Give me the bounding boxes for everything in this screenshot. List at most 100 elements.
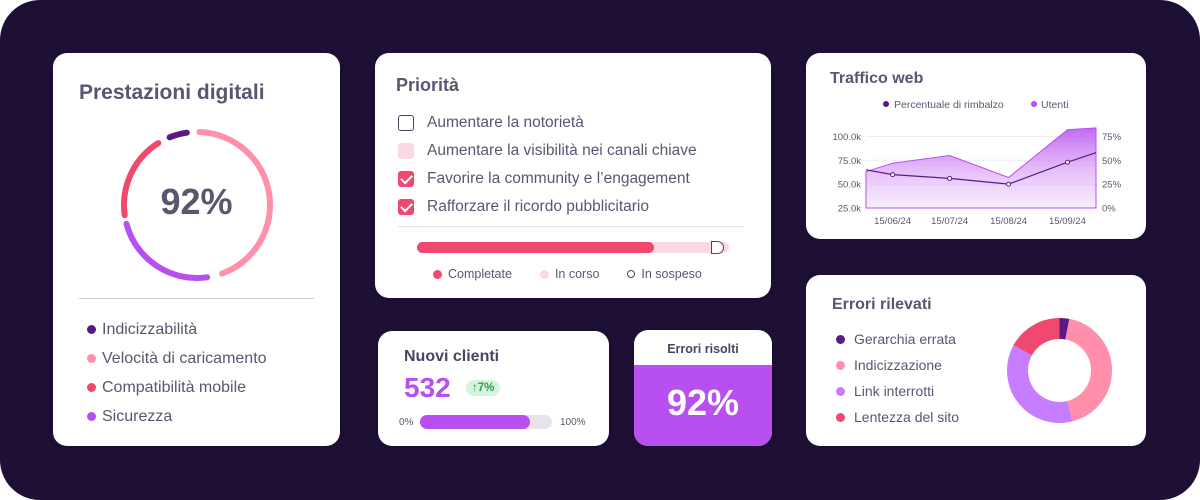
priority-item[interactable]: Aumentare la visibilità nei canali chiav… [398,137,697,165]
legend-label: Velocità di caricamento [102,349,267,367]
bounce-point [1064,159,1070,165]
clients-bar-min-label: 0% [399,417,414,428]
legend-in-progress-label: In corso [554,267,600,281]
priority-label: Rafforzare il ricordo pubblicitario [427,198,649,215]
errors-donut-chart [1007,318,1112,423]
bounce-point [1006,181,1012,187]
y-right-tick-label: 25% [1102,180,1122,191]
legend-completed-label: Completate [448,267,512,281]
performance-legend-item: Sicurezza [87,402,267,431]
x-tick-label: 15/08/24 [990,216,1027,227]
errors-title: Errori rilevati [832,296,932,313]
error-legend-item: Lentezza del sito [836,404,959,430]
x-tick-label: 15/09/24 [1049,216,1086,227]
priorities-list: Aumentare la notorietà Aumentare la visib… [398,109,697,221]
performance-divider [79,298,314,299]
y-left-tick-label: 50.0k [838,180,861,191]
legend-pending: In sospeso [627,267,702,281]
error-donut-slice [1064,318,1112,422]
legend-in-progress: In corso [539,267,600,281]
error-label: Lentezza del sito [854,409,960,425]
performance-legend: Indicizzabilità Velocità di caricamento Co… [87,315,267,431]
error-donut-slice [1007,345,1073,423]
y-left-tick-label: 75.0k [838,156,861,167]
bounce-point [890,172,896,178]
new-clients-card: Nuovi clienti 532 ↑7% 0% 100% [378,331,609,446]
users-legend-dot-icon [1031,101,1037,107]
resolved-value: 92% [634,365,772,446]
performance-percent: 92% [160,181,233,222]
traffic-card: Traffico web Percentuale di rimbalzo Uten… [806,53,1146,239]
priority-label: Aumentare la notorietà [427,114,584,131]
clients-progress-fill [420,415,530,429]
ring-segment-speed [196,129,274,277]
bounce-line-series [865,152,1097,185]
error-legend-item: Indicizzazione [836,352,959,378]
priority-checkbox[interactable] [398,143,414,159]
error-legend-item: Link interrotti [836,378,959,404]
bounce-legend-label: Percentuale di rimbalzo [894,99,1004,111]
priority-item[interactable]: Aumentare la notorietà [398,109,697,137]
performance-legend-item: Velocità di caricamento [87,344,267,373]
error-dot-icon [836,412,845,422]
pending-ring-icon [627,270,636,278]
priorities-legend: Completate In corso In sospeso [433,267,730,281]
legend-label: Compatibilità mobile [102,378,247,396]
ring-segment-indexability [166,129,190,141]
performance-card: Prestazioni digitali 92% Indicizzabilità… [53,53,340,446]
legend-dot-icon [87,412,96,421]
progress-completed-fill [417,242,655,253]
users-legend-label: Utenti [1041,99,1068,111]
priority-label: Aumentare la visibilità nei canali chiav… [427,142,697,159]
y-right-tick-label: 50% [1102,156,1122,167]
legend-pending-label: In sospeso [641,267,702,281]
priority-checkbox[interactable] [398,199,414,215]
error-dot-icon [836,334,845,344]
legend-dot-icon [87,383,96,392]
errors-resolved-card: Errori risolti 92% [634,330,772,446]
errors-detected-card: Errori rilevati Gerarchia errata Indicizz… [806,275,1146,446]
performance-ring-chart [121,129,274,281]
performance-title: Prestazioni digitali [79,81,265,104]
error-donut-slice [1059,318,1070,340]
bounce-legend-dot-icon [883,101,889,107]
error-dot-icon [836,360,845,370]
priorities-card: Priorità Aumentare la notorietà Aumentare… [375,53,771,298]
legend-label: Indicizzabilità [102,320,198,338]
progress-pending-cap [710,241,724,254]
error-label: Indicizzazione [854,357,942,373]
y-right-tick-label: 0% [1102,204,1116,215]
priority-checkbox[interactable] [398,171,414,187]
x-tick-label: 15/07/24 [931,216,968,227]
priority-item[interactable]: Rafforzare il ricordo pubblicitario [398,193,697,221]
clients-change-badge: ↑7% [466,380,501,396]
ring-segment-security [123,220,211,281]
y-left-tick-label: 25.0k [838,204,861,215]
error-label: Link interrotti [854,383,935,399]
error-legend-item: Gerarchia errata [836,326,959,352]
users-area-series [865,127,1097,209]
y-left-tick-label: 100.0k [832,132,861,143]
errors-legend: Gerarchia errata Indicizzazione Link inter… [836,326,959,430]
clients-title: Nuovi clienti [404,348,500,365]
clients-progress-bar [420,415,552,429]
legend-label: Sicurezza [102,407,173,425]
traffic-chart: Percentuale di rimbalzo Utenti 25.0k 50.0k 7… [832,99,1122,227]
completed-dot-icon [433,269,442,279]
clients-value: 532 [404,372,451,403]
priority-item[interactable]: Favorire la community e l’engagement [398,165,697,193]
legend-dot-icon [87,325,96,334]
error-label: Gerarchia errata [854,331,956,347]
clients-bar-max-label: 100% [560,417,586,428]
traffic-title: Traffico web [830,70,924,87]
y-right-tick-label: 75% [1102,132,1122,143]
priorities-title: Priorità [396,75,460,95]
bounce-point [947,175,953,181]
performance-legend-item: Indicizzabilità [87,315,267,344]
performance-legend-item: Compatibilità mobile [87,373,267,402]
error-dot-icon [836,386,845,396]
legend-completed: Completate [433,267,512,281]
priorities-progress-bar [417,241,729,254]
priority-checkbox[interactable] [398,115,414,131]
